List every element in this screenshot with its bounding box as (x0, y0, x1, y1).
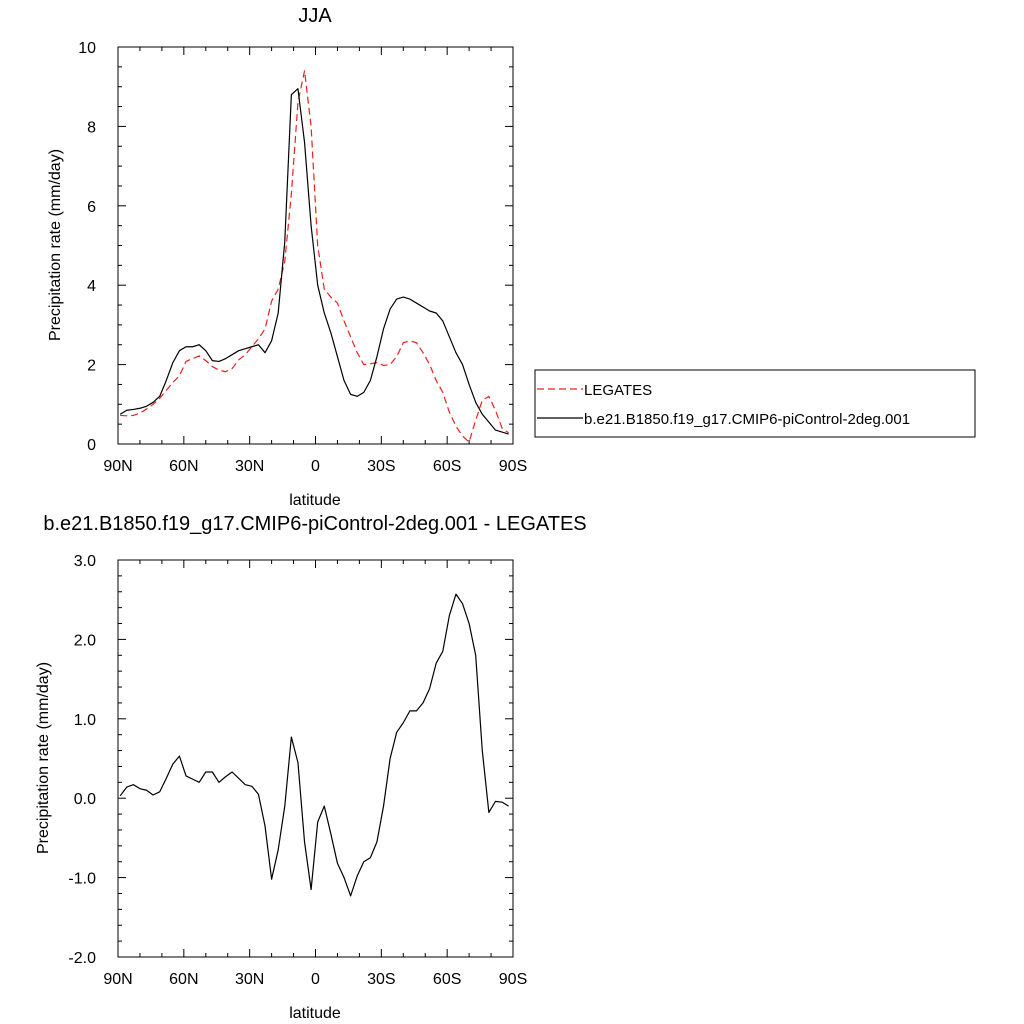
y-axis: 0 2 4 6 8 10 (78, 40, 513, 454)
x-tick-label: 30S (367, 458, 395, 475)
series-layer (119, 70, 509, 443)
chart-title: b.e21.B1850.f19_g17.CMIP6-piControl-2deg… (43, 513, 586, 535)
x-tick-label: 60S (433, 458, 461, 475)
x-axis-label: latitude (289, 492, 341, 509)
legend: LEGATES b.e21.B1850.f19_g17.CMIP6-piCont… (534, 369, 976, 438)
x-tick-label: 0 (311, 971, 320, 988)
panel-difference: b.e21.B1850.f19_g17.CMIP6-piControl-2deg… (35, 513, 587, 1022)
legend-box (534, 369, 976, 438)
y-tick-label: 0 (87, 437, 96, 454)
series-line-legates (120, 70, 509, 443)
x-axis: 90N 60N 30N 0 30S 60S 90S (103, 47, 527, 475)
x-tick-label: 90S (499, 458, 527, 475)
x-axis: 90N 60N 30N 0 30S 60S 90S (103, 560, 527, 988)
x-tick-label: 60N (169, 458, 198, 475)
x-tick-label: 60S (433, 971, 461, 988)
x-axis-label: latitude (289, 1005, 341, 1022)
plot-frame (117, 46, 514, 445)
y-axis-label: Precipitation rate (mm/day) (35, 662, 52, 854)
x-tick-label: 60N (169, 971, 198, 988)
y-tick-label: 2.0 (74, 632, 96, 649)
x-tick-label: 30N (235, 458, 264, 475)
y-tick-label: 6 (87, 199, 96, 216)
series-line-b-e21-b1850-f19-g17-cmip6-picontrol-2deg-001 (119, 88, 509, 435)
x-tick-label: 90S (499, 971, 527, 988)
panel-jja: JJA 90N 60N 30N 0 30S 60S 90S 0 2 4 6 8 10 latitude… (47, 5, 976, 509)
y-tick-label: -1.0 (68, 871, 96, 888)
y-tick-label: 10 (78, 40, 96, 57)
y-tick-label: 4 (87, 278, 96, 295)
y-axis: -2.0 -1.0 0.0 1.0 2.0 3.0 (68, 553, 513, 967)
y-tick-label: 3.0 (74, 553, 96, 570)
x-tick-label: 30N (235, 971, 264, 988)
y-tick-label: 1.0 (74, 712, 96, 729)
series-layer (119, 593, 509, 897)
y-axis-label: Precipitation rate (mm/day) (47, 149, 64, 341)
x-tick-label: 30S (367, 971, 395, 988)
legend-label-legates: LEGATES (584, 382, 652, 399)
y-tick-label: 0.0 (74, 791, 96, 808)
y-tick-label: 8 (87, 119, 96, 136)
series-line-series-0 (119, 593, 509, 897)
y-tick-label: 2 (87, 358, 96, 375)
legend-label-model: b.e21.B1850.f19_g17.CMIP6-piControl-2deg… (584, 411, 910, 428)
x-tick-label: 0 (311, 458, 320, 475)
x-tick-label: 90N (103, 971, 132, 988)
chart-title: JJA (298, 5, 332, 27)
y-tick-label: -2.0 (68, 950, 96, 967)
x-tick-label: 90N (103, 458, 132, 475)
